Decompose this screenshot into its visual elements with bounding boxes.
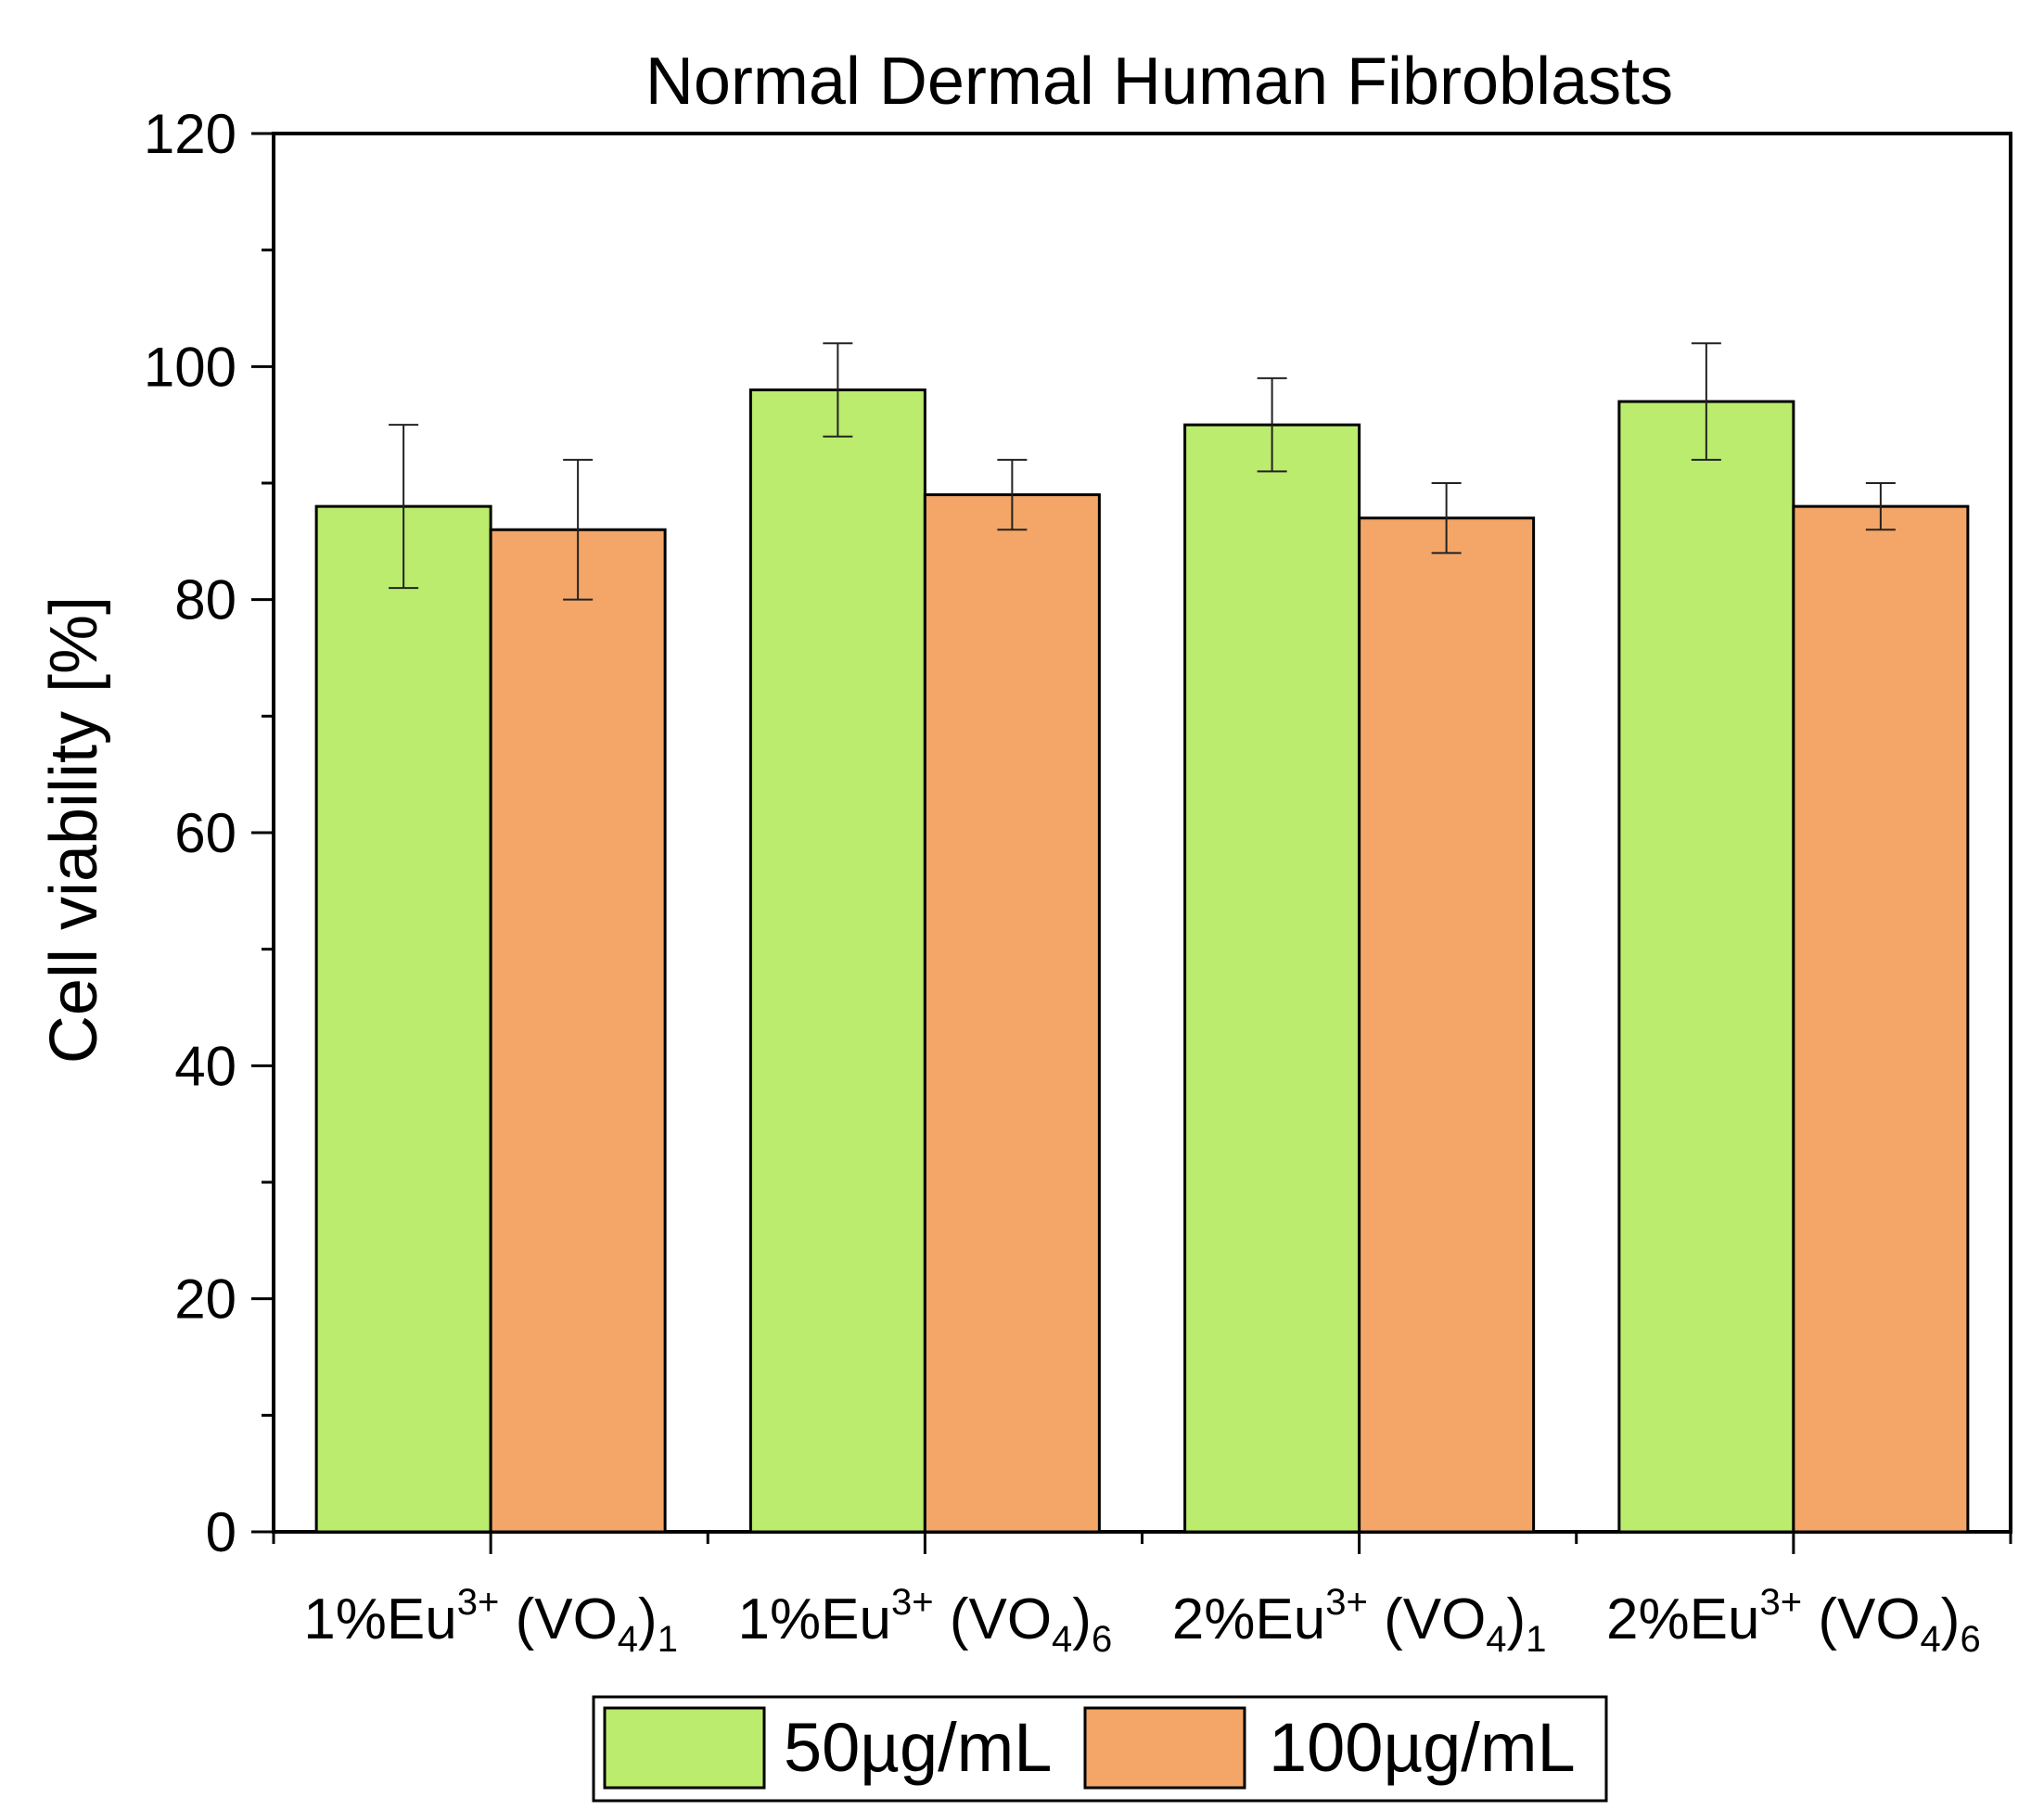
bar [489,528,667,1534]
bar [1358,516,1536,1534]
y-tick-label: 100 [144,336,236,398]
y-tick-label: 40 [174,1035,236,1097]
bar [748,388,926,1534]
x-tick-label: 2%Eu3+ (VO4)1 [1172,1582,1547,1660]
y-tick-label: 60 [174,802,236,864]
bar [1183,423,1361,1534]
y-tick-label: 120 [144,103,236,165]
y-tick-label: 0 [206,1501,236,1563]
chart-title: Normal Dermal Human Fibroblasts [645,45,1673,119]
legend-swatch [603,1706,766,1790]
y-axis-label: Cell viability [%] [37,596,111,1064]
legend-label: 50µg/mL [784,1709,1052,1786]
x-tick-label: 1%Eu3+ (VO4)1 [303,1582,678,1660]
y-tick-label: 80 [174,569,236,631]
bars-layer [314,388,1970,1534]
bar [1792,504,1970,1534]
x-tick-label: 2%Eu3+ (VO4)6 [1606,1582,1981,1660]
legend: 50µg/mL 100µg/mL [592,1695,1608,1803]
x-tick-label: 1%Eu3+ (VO4)6 [738,1582,1113,1660]
plot-area: 0 20 40 60 80 100 120 1%Eu3+ (VO4)1 1%Eu3+ (VO4)… [144,103,2012,1660]
y-tick-label: 20 [174,1268,236,1331]
bar [923,493,1101,1534]
bar [314,504,492,1534]
error-bars-layer [389,342,1896,601]
legend-label: 100µg/mL [1269,1709,1576,1786]
legend-swatch [1083,1706,1246,1790]
bar [1617,400,1795,1534]
